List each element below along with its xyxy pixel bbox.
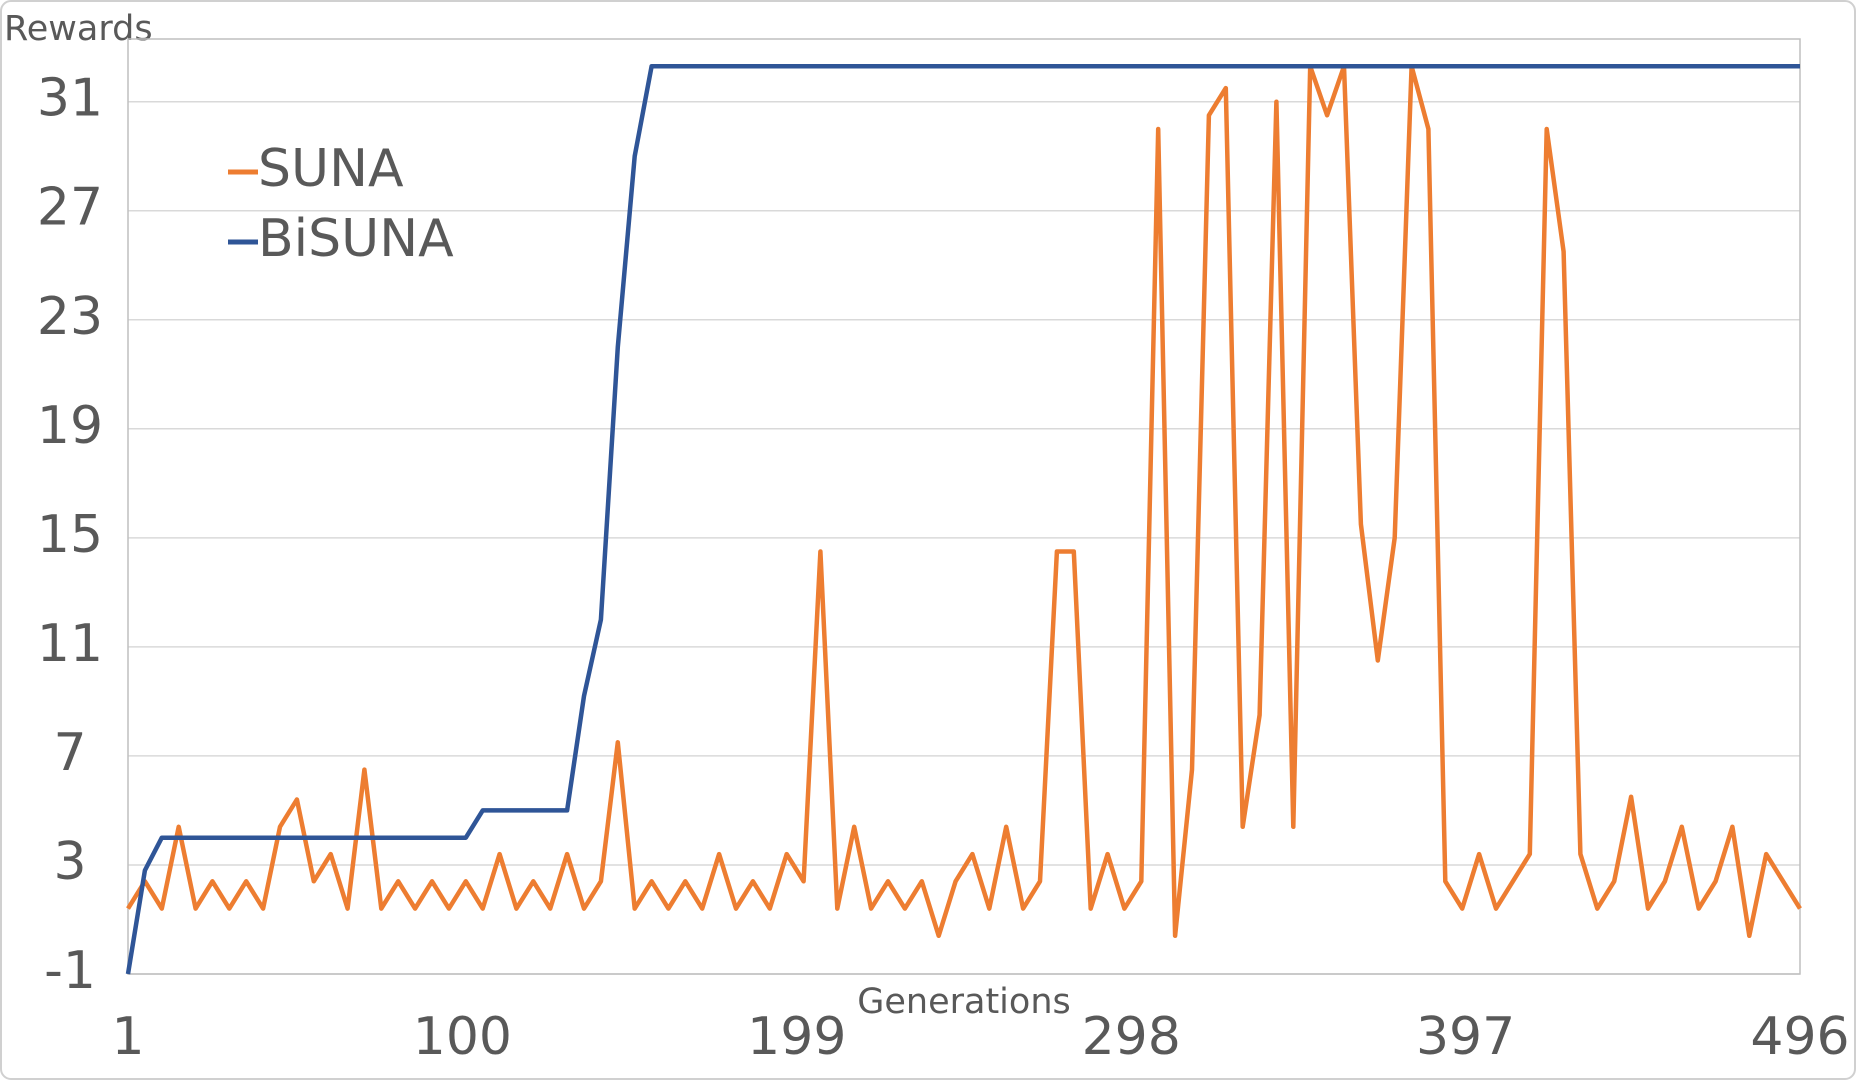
- y-tick-label: 27: [37, 178, 103, 238]
- y-axis-label: Rewards: [4, 9, 153, 49]
- x-tick-label: 496: [1750, 1007, 1849, 1067]
- x-tick-label: 1: [111, 1007, 144, 1067]
- x-tick-label: 100: [413, 1007, 512, 1067]
- y-tick-label: 15: [37, 505, 103, 565]
- legend-label: BiSUNA: [258, 209, 454, 269]
- plot-area: [127, 38, 1801, 975]
- y-tick-label: 19: [37, 396, 103, 456]
- y-tick-label: -1: [44, 941, 96, 1001]
- y-tick-label: 31: [37, 69, 103, 129]
- y-tick-label: 3: [53, 832, 86, 892]
- x-tick-label: 298: [1082, 1007, 1181, 1067]
- y-tick-label: 11: [37, 614, 103, 674]
- y-tick-label: 7: [53, 723, 86, 783]
- x-tick-label: 199: [747, 1007, 846, 1067]
- x-axis-label: Generations: [857, 982, 1071, 1022]
- y-tick-label: 23: [37, 287, 103, 347]
- series-line: [125, 64, 1800, 975]
- series-line: [126, 64, 1802, 939]
- x-tick-label: 397: [1416, 1007, 1515, 1067]
- legend-label: SUNA: [258, 139, 404, 199]
